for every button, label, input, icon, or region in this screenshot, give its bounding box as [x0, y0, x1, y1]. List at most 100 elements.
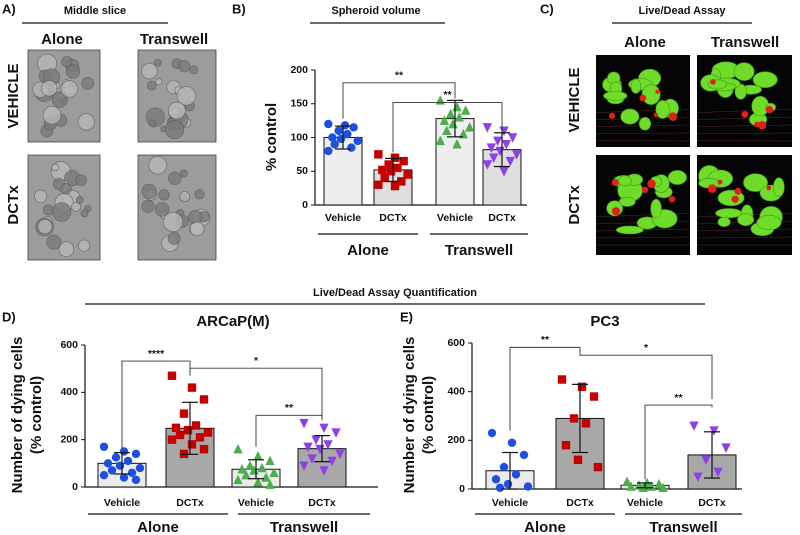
cell-texture	[178, 60, 191, 73]
significance-bracket	[121, 360, 191, 450]
panel-label: B)	[232, 1, 246, 16]
data-point	[131, 449, 141, 459]
group-label: Alone	[524, 519, 566, 535]
data-point	[331, 428, 341, 438]
row-label: VEHICLE	[566, 67, 583, 132]
x-tick-label: DCTx	[488, 212, 516, 224]
cell-texture	[189, 221, 205, 237]
image-grid	[696, 132, 793, 134]
significance-label: **	[443, 89, 452, 101]
cell-texture	[168, 171, 182, 185]
data-point	[445, 108, 456, 119]
dead-cells	[731, 195, 739, 203]
data-point	[390, 181, 400, 191]
live-cells	[650, 198, 662, 219]
cell-texture	[189, 65, 199, 75]
data-point	[253, 477, 263, 487]
data-point	[179, 409, 189, 418]
cell-texture	[58, 241, 75, 257]
cell-texture	[60, 183, 72, 195]
chart-title: PC3	[590, 313, 619, 330]
data-point	[393, 163, 402, 173]
data-point	[99, 442, 109, 451]
data-point	[307, 454, 317, 464]
data-point	[195, 433, 205, 442]
data-point	[119, 447, 129, 456]
significance-bracket	[644, 404, 713, 480]
cell-texture	[61, 56, 73, 68]
cell-texture	[75, 174, 87, 186]
data-point	[199, 444, 209, 454]
data-point	[589, 392, 599, 401]
data-point	[403, 170, 412, 179]
group-label: Alone	[137, 519, 179, 535]
cell-texture	[42, 105, 62, 125]
data-point	[299, 418, 309, 429]
y-axis-label: % control	[263, 103, 280, 171]
data-point	[349, 123, 358, 132]
cell-texture	[78, 239, 91, 252]
x-tick-label: Vehicle	[104, 497, 140, 509]
cell-texture	[51, 91, 68, 108]
row-label: DCTx	[5, 185, 22, 225]
significance-label: **	[285, 402, 294, 414]
data-point	[334, 126, 343, 135]
cell-texture	[52, 202, 72, 222]
panel-title: Middle slice	[64, 5, 126, 17]
data-point	[511, 470, 521, 479]
image-grid	[595, 236, 691, 239]
y-tick-label: 600	[60, 339, 78, 351]
live-cells	[620, 108, 640, 125]
cell-texture	[141, 183, 157, 199]
row-label: DCTx	[566, 185, 583, 225]
data-point	[245, 460, 255, 470]
live-cells	[715, 208, 743, 219]
image-grid	[696, 116, 793, 120]
data-point	[622, 476, 632, 486]
cell-texture	[71, 201, 81, 212]
y-tick-label: 100	[290, 131, 308, 143]
x-tick-label: DCTx	[379, 212, 407, 224]
data-point	[499, 462, 509, 472]
data-point	[482, 123, 493, 133]
data-point	[241, 469, 251, 480]
y-tick-label: 0	[72, 481, 78, 493]
data-point	[573, 455, 583, 464]
dead-cells	[641, 186, 649, 194]
live-cells	[756, 214, 782, 231]
data-point	[487, 428, 497, 438]
y-tick-label: 200	[60, 433, 78, 445]
data-point	[507, 438, 517, 447]
data-point	[658, 482, 668, 492]
dead-cells	[766, 185, 772, 191]
cell-texture	[141, 62, 158, 80]
data-point	[557, 375, 567, 384]
live-cells	[655, 100, 670, 119]
data-point	[237, 464, 247, 474]
data-point	[330, 140, 339, 149]
dead-cells	[608, 112, 616, 119]
data-point	[499, 167, 509, 177]
image-grid	[696, 236, 793, 239]
x-tick-label: DCTx	[308, 497, 336, 509]
dead-cells	[734, 187, 742, 195]
dead-cells	[639, 94, 647, 102]
data-point	[399, 156, 408, 166]
data-point	[523, 482, 533, 491]
data-point	[488, 153, 499, 163]
data-point	[171, 423, 181, 433]
dead-cells	[741, 110, 749, 118]
data-point	[435, 135, 446, 146]
x-tick-label: DCTx	[698, 497, 726, 509]
image-grid	[595, 132, 691, 134]
data-point	[303, 442, 313, 452]
live-cells	[615, 225, 644, 235]
y-tick-label: 200	[447, 434, 465, 446]
cell-texture	[155, 78, 163, 86]
cell-texture	[179, 191, 190, 202]
data-point	[452, 139, 462, 149]
data-point	[167, 435, 177, 444]
significance-bracket	[189, 367, 323, 420]
cell-texture	[146, 80, 157, 91]
cell-texture	[154, 202, 170, 217]
